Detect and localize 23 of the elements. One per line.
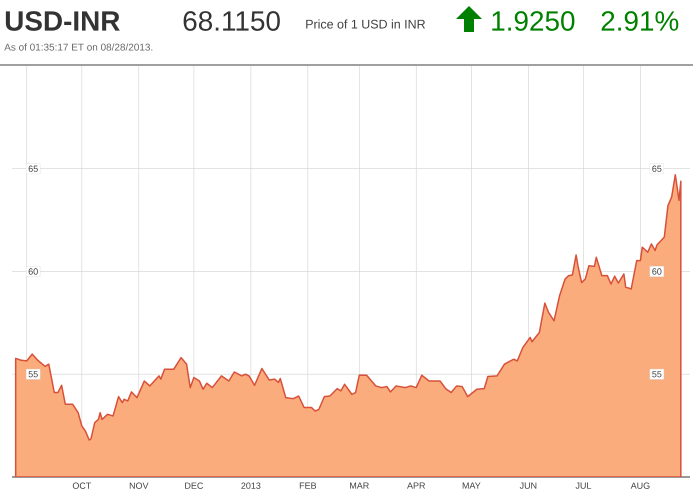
- chart-title: USD-INR: [6, 11, 120, 31]
- x-tick-label: FEB: [300, 482, 316, 489]
- y-tick-label: 65: [28, 166, 38, 172]
- x-tick-label: 2013: [241, 482, 260, 489]
- chart-subtitle: As of 01:35:17 ET on 08/28/2013.: [4, 43, 152, 51]
- x-tick-label: MAR: [350, 482, 369, 489]
- x-tick-label: NOV: [130, 482, 148, 489]
- y2-tick-label: 65: [652, 166, 662, 172]
- y-tick-label: 55: [28, 371, 38, 378]
- y2-tick-label: 60: [652, 268, 662, 275]
- x-tick-label: MAY: [462, 482, 481, 489]
- x-tick-label: DEC: [185, 482, 204, 489]
- x-tick-label: JUN: [520, 482, 536, 489]
- text: 68.1150: [184, 11, 280, 31]
- x-tick-label: AUG: [630, 482, 650, 489]
- text: 1.9250: [492, 11, 574, 31]
- x-tick-label: OCT: [72, 482, 92, 489]
- y-tick-label: 60: [28, 268, 38, 275]
- text: Price of 1 USD in INR: [306, 19, 426, 29]
- y2-tick-label: 55: [652, 371, 662, 378]
- x-tick-label: JUL: [576, 482, 592, 489]
- x-tick-label: APR: [407, 482, 426, 489]
- text: 2.91%: [602, 11, 678, 31]
